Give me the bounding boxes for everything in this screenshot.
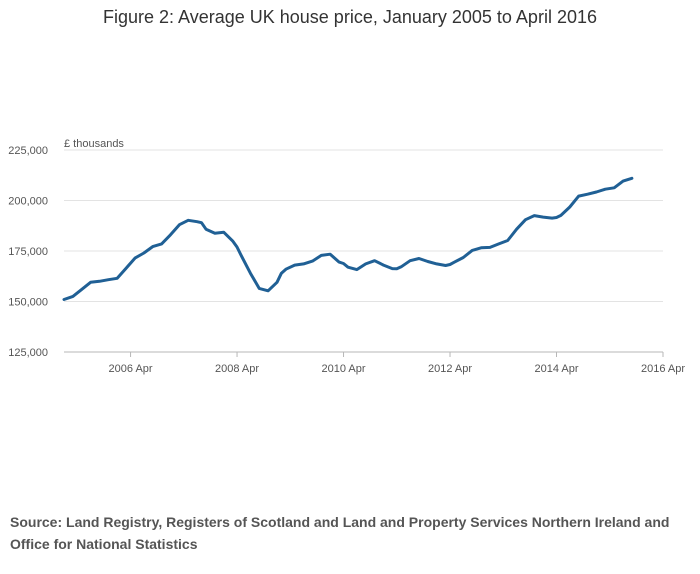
line-chart: 125,000 150,000 175,000 200,000 225,000 2006… bbox=[8, 138, 685, 375]
x-axis: 2006 Apr 2008 Apr 2010 Apr 2012 Apr 2014 Apr… bbox=[64, 351, 685, 375]
x-tick-label: 2012 Apr bbox=[428, 363, 472, 375]
y-tick-label: 225,000 bbox=[8, 145, 48, 157]
series-line-average-uk-house-price bbox=[62, 176, 634, 301]
source-note: Source: Land Registry, Registers of Scot… bbox=[10, 514, 670, 552]
y-tick-label: 200,000 bbox=[8, 196, 48, 208]
x-tick-label: 2006 Apr bbox=[109, 363, 153, 375]
x-tick-label: 2016 Apr bbox=[641, 363, 685, 375]
x-tick-label: 2014 Apr bbox=[534, 363, 578, 375]
y-tick-label: 125,000 bbox=[8, 347, 48, 359]
x-tick-label: 2008 Apr bbox=[215, 363, 259, 375]
y-tick-label: 150,000 bbox=[8, 297, 48, 309]
series bbox=[62, 176, 634, 301]
chart-title: Figure 2: Average UK house price, Januar… bbox=[103, 7, 597, 27]
x-tick-label: 2010 Apr bbox=[322, 363, 366, 375]
gridlines bbox=[64, 149, 663, 302]
y-axis: 125,000 150,000 175,000 200,000 225,000 bbox=[8, 145, 48, 359]
y-tick-label: 175,000 bbox=[8, 246, 48, 258]
y-axis-label: £ thousands bbox=[64, 138, 124, 150]
